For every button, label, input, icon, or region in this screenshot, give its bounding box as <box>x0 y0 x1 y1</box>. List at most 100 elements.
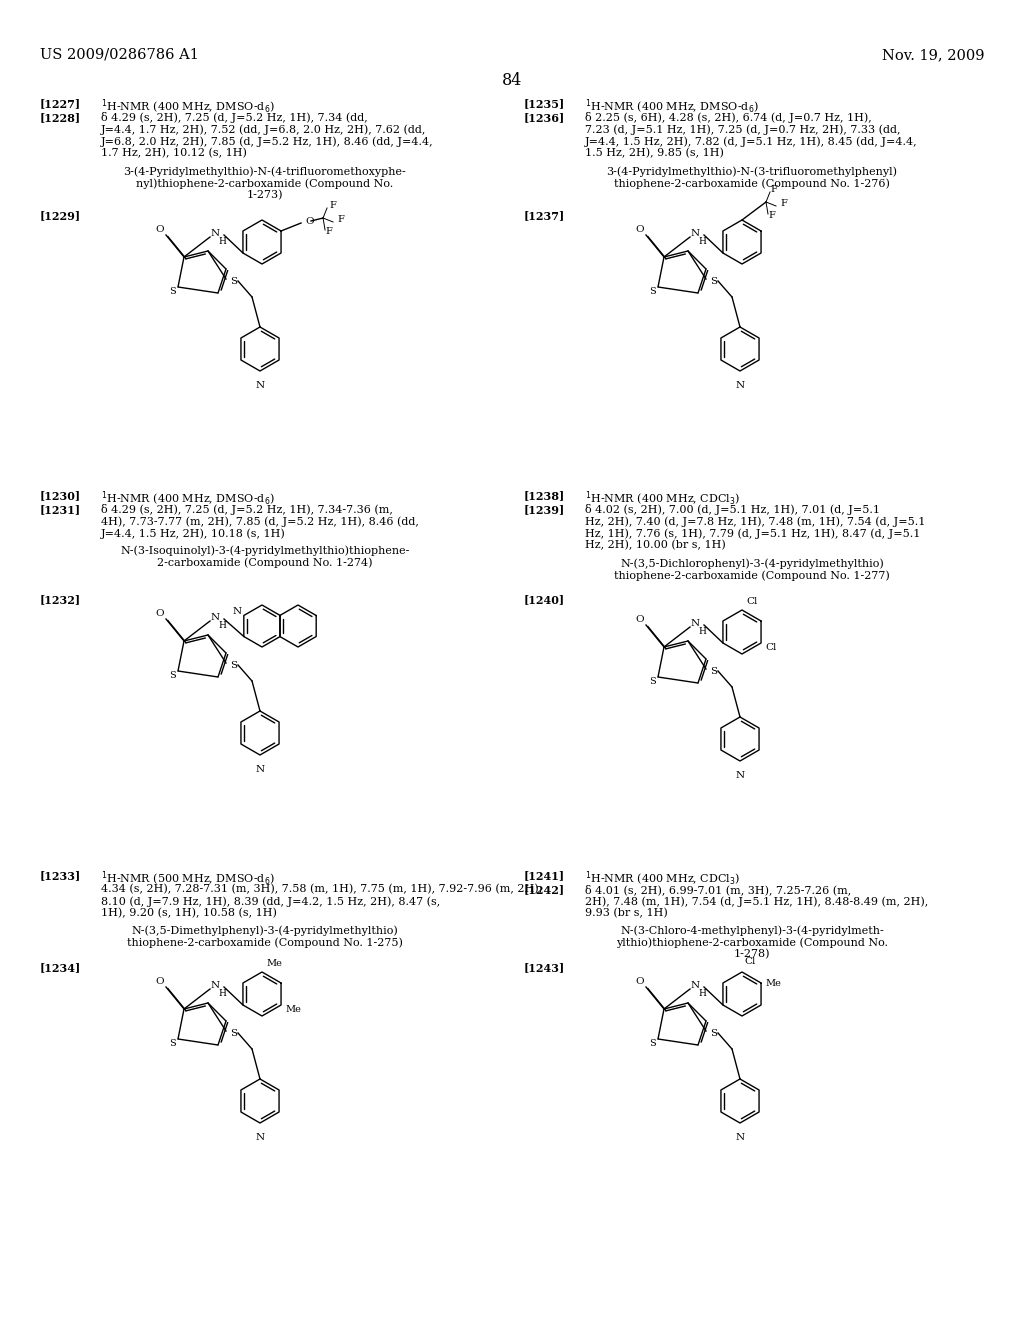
Text: thiophene-2-carboxamide (Compound No. 1-276): thiophene-2-carboxamide (Compound No. 1-… <box>614 178 890 189</box>
Text: N: N <box>691 982 700 990</box>
Text: $^{1}$H-NMR (400 MHz, CDCl$_{3}$): $^{1}$H-NMR (400 MHz, CDCl$_{3}$) <box>585 870 740 888</box>
Text: H: H <box>218 989 226 998</box>
Text: O: O <box>636 977 644 986</box>
Text: N: N <box>735 771 744 780</box>
Text: 8.10 (d, J=7.9 Hz, 1H), 8.39 (dd, J=4.2, 1.5 Hz, 2H), 8.47 (s,: 8.10 (d, J=7.9 Hz, 1H), 8.39 (dd, J=4.2,… <box>101 896 440 907</box>
Text: 1.7 Hz, 2H), 10.12 (s, 1H): 1.7 Hz, 2H), 10.12 (s, 1H) <box>101 148 247 158</box>
Text: N: N <box>255 766 264 774</box>
Text: Cl: Cl <box>744 957 756 966</box>
Text: F: F <box>768 211 775 220</box>
Text: [1242]: [1242] <box>524 884 565 895</box>
Text: Hz, 2H), 7.40 (d, J=7.8 Hz, 1H), 7.48 (m, 1H), 7.54 (d, J=5.1: Hz, 2H), 7.40 (d, J=7.8 Hz, 1H), 7.48 (m… <box>585 516 926 527</box>
Text: N: N <box>211 982 220 990</box>
Text: [1233]: [1233] <box>40 870 81 880</box>
Text: 1-273): 1-273) <box>247 190 284 201</box>
Text: nyl)thiophene-2-carboxamide (Compound No.: nyl)thiophene-2-carboxamide (Compound No… <box>136 178 393 189</box>
Text: $^{1}$H-NMR (400 MHz, CDCl$_{3}$): $^{1}$H-NMR (400 MHz, CDCl$_{3}$) <box>585 490 740 508</box>
Text: 4H), 7.73-7.77 (m, 2H), 7.85 (d, J=5.2 Hz, 1H), 8.46 (dd,: 4H), 7.73-7.77 (m, 2H), 7.85 (d, J=5.2 H… <box>101 516 419 527</box>
Text: 7.23 (d, J=5.1 Hz, 1H), 7.25 (d, J=0.7 Hz, 2H), 7.33 (dd,: 7.23 (d, J=5.1 Hz, 1H), 7.25 (d, J=0.7 H… <box>585 124 900 135</box>
Text: 2-carboxamide (Compound No. 1-274): 2-carboxamide (Compound No. 1-274) <box>158 557 373 568</box>
Text: [1231]: [1231] <box>40 504 81 515</box>
Text: δ 4.01 (s, 2H), 6.99-7.01 (m, 3H), 7.25-7.26 (m,: δ 4.01 (s, 2H), 6.99-7.01 (m, 3H), 7.25-… <box>585 884 851 895</box>
Text: δ 2.25 (s, 6H), 4.28 (s, 2H), 6.74 (d, J=0.7 Hz, 1H),: δ 2.25 (s, 6H), 4.28 (s, 2H), 6.74 (d, J… <box>585 112 871 123</box>
Text: N: N <box>691 619 700 628</box>
Text: Cl: Cl <box>746 598 758 606</box>
Text: N: N <box>255 1133 264 1142</box>
Text: O: O <box>636 615 644 623</box>
Text: H: H <box>218 620 226 630</box>
Text: N-(3,5-Dichlorophenyl)-3-(4-pyridylmethylthio): N-(3,5-Dichlorophenyl)-3-(4-pyridylmethy… <box>621 558 884 569</box>
Text: [1238]: [1238] <box>524 490 565 502</box>
Text: O: O <box>156 224 164 234</box>
Text: $^{1}$H-NMR (400 MHz, DMSO-d$_{6}$): $^{1}$H-NMR (400 MHz, DMSO-d$_{6}$) <box>101 98 274 116</box>
Text: [1235]: [1235] <box>524 98 565 110</box>
Text: F: F <box>780 199 786 209</box>
Text: N-(3-Chloro-4-methylphenyl)-3-(4-pyridylmeth-: N-(3-Chloro-4-methylphenyl)-3-(4-pyridyl… <box>621 925 884 936</box>
Text: H: H <box>218 236 226 246</box>
Text: thiophene-2-carboxamide (Compound No. 1-277): thiophene-2-carboxamide (Compound No. 1-… <box>614 570 890 581</box>
Text: δ 4.29 (s, 2H), 7.25 (d, J=5.2 Hz, 1H), 7.34-7.36 (m,: δ 4.29 (s, 2H), 7.25 (d, J=5.2 Hz, 1H), … <box>101 504 393 515</box>
Text: F: F <box>770 186 777 194</box>
Text: 84: 84 <box>502 73 522 88</box>
Text: O: O <box>156 977 164 986</box>
Text: N: N <box>255 381 264 389</box>
Text: N: N <box>735 381 744 389</box>
Text: 4.34 (s, 2H), 7.28-7.31 (m, 3H), 7.58 (m, 1H), 7.75 (m, 1H), 7.92-7.96 (m, 2H),: 4.34 (s, 2H), 7.28-7.31 (m, 3H), 7.58 (m… <box>101 884 542 895</box>
Text: 9.93 (br s, 1H): 9.93 (br s, 1H) <box>585 908 668 919</box>
Text: [1230]: [1230] <box>40 490 81 502</box>
Text: S: S <box>710 1028 717 1038</box>
Text: [1232]: [1232] <box>40 594 81 605</box>
Text: H: H <box>698 236 706 246</box>
Text: $^{1}$H-NMR (500 MHz, DMSO-d$_{6}$): $^{1}$H-NMR (500 MHz, DMSO-d$_{6}$) <box>101 870 274 888</box>
Text: Cl: Cl <box>765 643 776 652</box>
Text: [1227]: [1227] <box>40 98 81 110</box>
Text: S: S <box>169 286 175 296</box>
Text: Me: Me <box>765 978 781 987</box>
Text: N: N <box>211 230 220 239</box>
Text: ylthio)thiophene-2-carboxamide (Compound No.: ylthio)thiophene-2-carboxamide (Compound… <box>616 937 888 948</box>
Text: 3-(4-Pyridylmethylthio)-N-(4-trifluoromethoxyphe-: 3-(4-Pyridylmethylthio)-N-(4-trifluorome… <box>124 166 407 177</box>
Text: US 2009/0286786 A1: US 2009/0286786 A1 <box>40 48 199 62</box>
Text: [1228]: [1228] <box>40 112 81 123</box>
Text: δ 4.29 (s, 2H), 7.25 (d, J=5.2 Hz, 1H), 7.34 (dd,: δ 4.29 (s, 2H), 7.25 (d, J=5.2 Hz, 1H), … <box>101 112 368 123</box>
Text: S: S <box>648 676 655 685</box>
Text: 3-(4-Pyridylmethylthio)-N-(3-trifluoromethylphenyl): 3-(4-Pyridylmethylthio)-N-(3-trifluorome… <box>606 166 897 177</box>
Text: [1229]: [1229] <box>40 210 81 220</box>
Text: Me: Me <box>266 960 282 969</box>
Text: Nov. 19, 2009: Nov. 19, 2009 <box>882 48 984 62</box>
Text: S: S <box>648 286 655 296</box>
Text: F: F <box>337 215 344 224</box>
Text: Me: Me <box>285 1005 301 1014</box>
Text: [1237]: [1237] <box>524 210 565 220</box>
Text: J=4.4, 1.7 Hz, 2H), 7.52 (dd, J=6.8, 2.0 Hz, 2H), 7.62 (dd,: J=4.4, 1.7 Hz, 2H), 7.52 (dd, J=6.8, 2.0… <box>101 124 426 135</box>
Text: N: N <box>735 1133 744 1142</box>
Text: $^{1}$H-NMR (400 MHz, DMSO-d$_{6}$): $^{1}$H-NMR (400 MHz, DMSO-d$_{6}$) <box>101 490 274 508</box>
Text: F: F <box>329 202 336 210</box>
Text: J=4.4, 1.5 Hz, 2H), 7.82 (d, J=5.1 Hz, 1H), 8.45 (dd, J=4.4,: J=4.4, 1.5 Hz, 2H), 7.82 (d, J=5.1 Hz, 1… <box>585 136 918 147</box>
Text: S: S <box>230 660 238 669</box>
Text: [1234]: [1234] <box>40 962 81 973</box>
Text: [1241]: [1241] <box>524 870 565 880</box>
Text: Hz, 2H), 10.00 (br s, 1H): Hz, 2H), 10.00 (br s, 1H) <box>585 540 726 550</box>
Text: N: N <box>211 614 220 623</box>
Text: [1236]: [1236] <box>524 112 565 123</box>
Text: 1H), 9.20 (s, 1H), 10.58 (s, 1H): 1H), 9.20 (s, 1H), 10.58 (s, 1H) <box>101 908 276 919</box>
Text: S: S <box>648 1039 655 1048</box>
Text: δ 4.02 (s, 2H), 7.00 (d, J=5.1 Hz, 1H), 7.01 (d, J=5.1: δ 4.02 (s, 2H), 7.00 (d, J=5.1 Hz, 1H), … <box>585 504 880 515</box>
Text: [1243]: [1243] <box>524 962 565 973</box>
Text: S: S <box>230 276 238 285</box>
Text: S: S <box>169 671 175 680</box>
Text: 2H), 7.48 (m, 1H), 7.54 (d, J=5.1 Hz, 1H), 8.48-8.49 (m, 2H),: 2H), 7.48 (m, 1H), 7.54 (d, J=5.1 Hz, 1H… <box>585 896 928 907</box>
Text: O: O <box>305 216 313 226</box>
Text: 1.5 Hz, 2H), 9.85 (s, 1H): 1.5 Hz, 2H), 9.85 (s, 1H) <box>585 148 724 158</box>
Text: N-(3-Isoquinolyl)-3-(4-pyridylmethylthio)thiophene-: N-(3-Isoquinolyl)-3-(4-pyridylmethylthio… <box>120 545 410 556</box>
Text: S: S <box>169 1039 175 1048</box>
Text: F: F <box>325 227 332 236</box>
Text: H: H <box>698 989 706 998</box>
Text: O: O <box>156 609 164 618</box>
Text: $^{1}$H-NMR (400 MHz, DMSO-d$_{6}$): $^{1}$H-NMR (400 MHz, DMSO-d$_{6}$) <box>585 98 759 116</box>
Text: S: S <box>230 1028 238 1038</box>
Text: thiophene-2-carboxamide (Compound No. 1-275): thiophene-2-carboxamide (Compound No. 1-… <box>127 937 402 948</box>
Text: H: H <box>698 627 706 635</box>
Text: O: O <box>636 224 644 234</box>
